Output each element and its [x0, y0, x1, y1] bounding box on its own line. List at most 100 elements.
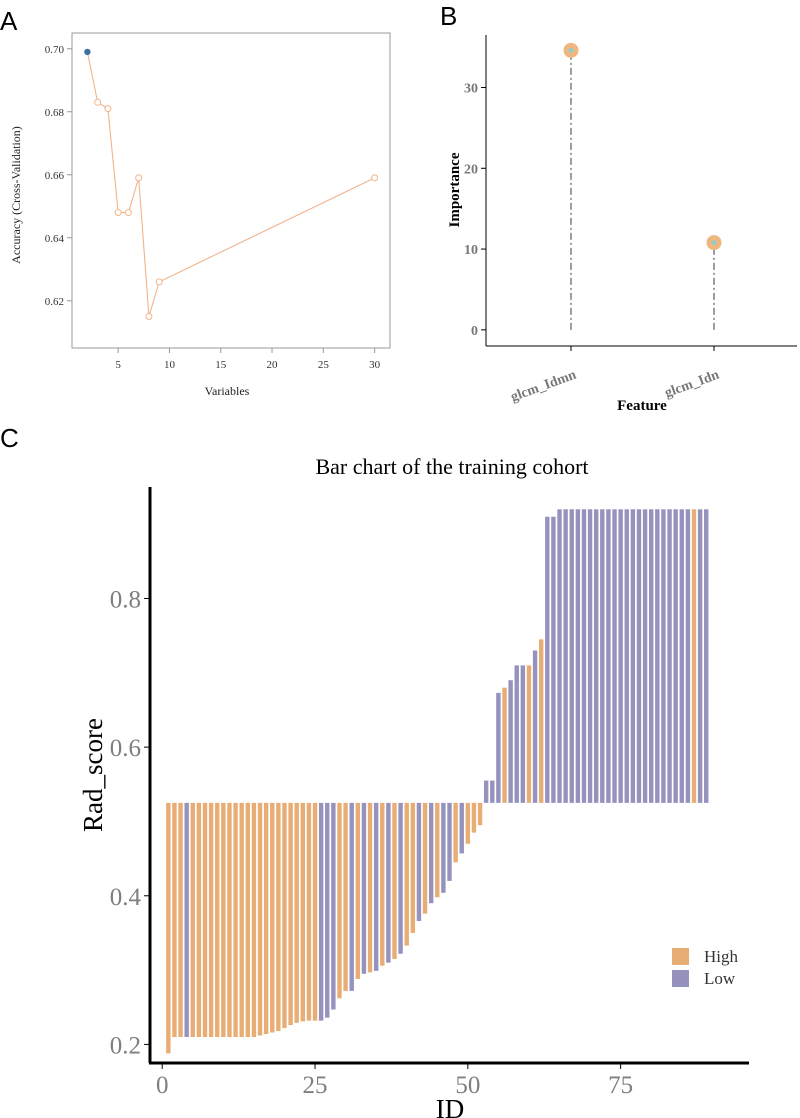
panel-c-bar-low: [649, 509, 654, 803]
panel-c-bar-high: [233, 802, 238, 1037]
panel-c-bar-low: [514, 665, 519, 803]
panel-c-bar-low: [600, 509, 605, 803]
panel-c-title: Bar chart of the training cohort: [315, 454, 588, 479]
panel-c-x-axis-label: ID: [436, 1094, 465, 1118]
panel-b-x-tick-label: glcm_Idn: [663, 368, 722, 402]
panel-c-y-axis-label: Rad_score: [78, 718, 108, 832]
panel-c-bar-high: [172, 802, 177, 1037]
panel-c-bar-low: [508, 680, 513, 803]
panel-c-y-tick-label: 0.8: [110, 586, 141, 613]
panel-letter-b: B: [440, 1, 457, 31]
panel-c-x-tick-label: 0: [156, 1072, 169, 1099]
panel-c-bar-high: [196, 802, 202, 1037]
panel-c-bar-high: [435, 802, 440, 898]
panel-c-bar-low: [532, 650, 538, 803]
panel-c-bar-high: [502, 687, 507, 803]
panel-c-bar-high: [404, 802, 409, 946]
panel-c-bar-low: [587, 509, 593, 803]
panel-c-bar-high: [215, 802, 220, 1037]
panel-a-data-point: [145, 313, 153, 320]
panel-c-bar-low: [575, 509, 581, 803]
panel-c-bar-high: [471, 802, 477, 833]
panel-c-bar-low: [636, 509, 642, 803]
panel-c-bar-high: [300, 802, 306, 1022]
panel-c-bar-high: [367, 802, 373, 973]
panel-a-y-tick-label: 0.68: [45, 107, 65, 119]
panel-c-bar-low: [606, 509, 611, 803]
panel-c-bar-low: [581, 509, 587, 803]
panel-c-legend-label-high: High: [704, 947, 739, 966]
panel-b-x-axis-label: Feature: [617, 398, 667, 414]
panel-b-y-axis-label: Importance: [447, 152, 463, 227]
panel-b-lollipop-chart: 0 10 20 30 glcm_Idmn glcm_Idn Feature Importa…: [447, 35, 797, 414]
panel-c-bar-high: [202, 802, 208, 1037]
panel-c-bar-high: [691, 509, 697, 803]
panel-c-legend-swatch-low: [672, 970, 689, 987]
panel-c-bar-chart: Bar chart of the training cohort 0 25 50 75…: [78, 454, 749, 1118]
panel-c-bar-low: [642, 509, 648, 803]
panel-c-bar-high: [227, 802, 232, 1037]
panel-a-x-axis-label: Variables: [205, 384, 250, 398]
panel-a-x-tick-label: 15: [215, 359, 227, 371]
panel-c-bar-low: [416, 802, 422, 922]
panel-c-bar-high: [343, 802, 348, 991]
panel-c-bar-low: [520, 665, 526, 803]
panel-a-y-tick-label: 0.62: [45, 296, 64, 308]
panel-c-bar-low: [624, 509, 629, 803]
panel-b-axis-ticks: 0 10 20 30 glcm_Idmn glcm_Idn: [464, 82, 722, 406]
panel-c-y-tick-label: 0.2: [110, 1032, 141, 1059]
panel-c-bar-high: [239, 802, 244, 1037]
panel-a-data-point: [124, 209, 132, 217]
panel-c-bar-high: [251, 802, 257, 1037]
panel-a-data-point: [94, 98, 102, 106]
panel-c-bar-low: [325, 802, 330, 1018]
panel-c-bar-high: [245, 802, 250, 1037]
panel-b-y-tick-label: 20: [464, 162, 478, 177]
panel-c-bar-low: [655, 509, 660, 803]
panel-c-bar-high: [208, 802, 214, 1037]
panel-c-bar-low: [673, 509, 678, 803]
panel-b-marker-center: [711, 240, 717, 245]
panel-c-bar-low: [490, 780, 495, 803]
panel-c-bar-low: [593, 509, 599, 803]
panel-a-series-line: [86, 51, 375, 317]
panel-c-bar-high: [270, 802, 275, 1033]
panel-a-data-point: [155, 278, 163, 286]
panel-c-bar-low: [349, 802, 354, 991]
panel-a-plot-frame: [71, 32, 391, 349]
panel-c-bar-high: [178, 802, 183, 1037]
panel-c-bar-low: [428, 802, 434, 904]
panel-a-data-point: [114, 209, 122, 217]
panel-c-bar-low: [441, 802, 446, 893]
panel-a-x-tick-label: 30: [369, 359, 381, 371]
panel-c-bar-low: [184, 802, 189, 1037]
panel-c-bar-high: [282, 802, 287, 1029]
panel-c-bar-high: [410, 802, 416, 933]
panel-c-x-tick-label: 50: [455, 1072, 480, 1099]
panel-c-y-tick-label: 0.4: [110, 884, 142, 911]
panel-c-bar-high: [294, 802, 299, 1023]
panel-a-y-tick-label: 0.64: [45, 233, 65, 245]
panel-c-bar-high: [422, 802, 428, 914]
panel-b-y-tick-label: 30: [464, 82, 478, 97]
panel-a-axis-ticks: 5 10 15 20 25 30 0.62 0.64 0.66 0.68 0.70: [45, 44, 381, 371]
panel-c-bars: [166, 509, 709, 1054]
panel-b-y-tick-label: 10: [464, 243, 478, 258]
panel-a-x-tick-label: 25: [318, 359, 330, 371]
panel-c-bar-low: [361, 802, 367, 974]
panel-letter-a: A: [0, 6, 18, 36]
panel-c-bar-high: [392, 802, 397, 959]
panel-c-bar-low: [483, 780, 489, 803]
panel-letter-c: C: [0, 423, 19, 453]
panel-c-bar-low: [630, 509, 636, 803]
panel-c-bar-high: [312, 802, 318, 1021]
panel-c-legend: High Low: [672, 947, 739, 988]
panel-c-bar-low: [557, 509, 562, 803]
panel-a-x-tick-label: 20: [267, 359, 279, 371]
panel-a-selected-point: [84, 48, 91, 56]
panel-c-bar-low: [447, 802, 452, 881]
panel-c-y-tick-label: 0.6: [110, 735, 141, 762]
panel-c-axis-ticks: 0 25 50 75 0.2 0.4 0.6 0.8: [110, 586, 633, 1099]
panel-c-bar-low: [679, 509, 684, 803]
